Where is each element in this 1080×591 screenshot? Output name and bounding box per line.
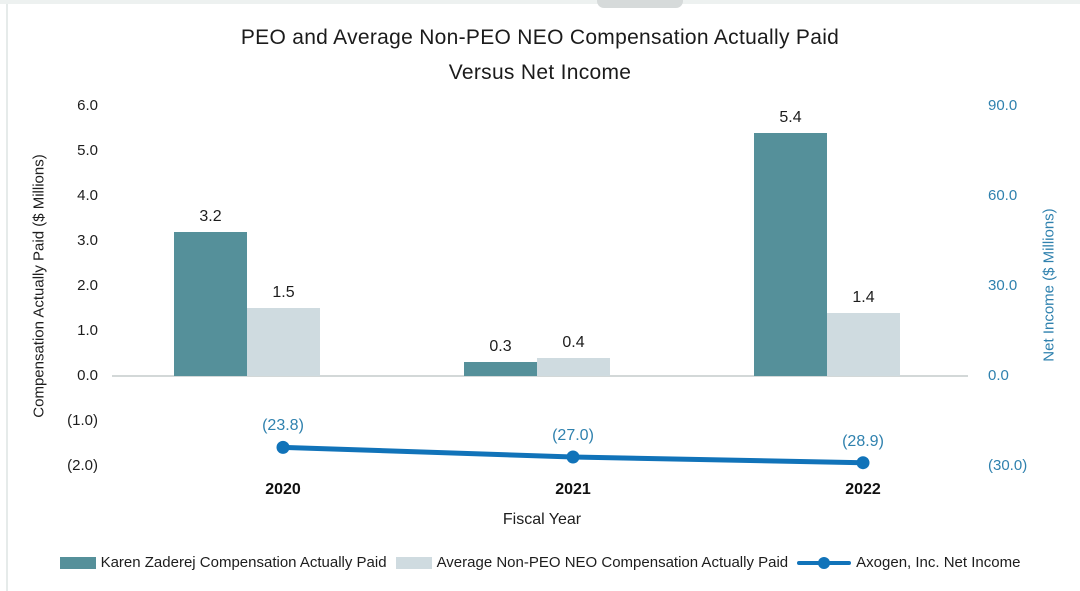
right-axis-tick-label: 30.0 xyxy=(988,277,1018,294)
left-axis-tick-label: 3.0 xyxy=(77,232,98,249)
legend-item: Axogen, Inc. Net Income xyxy=(797,554,1020,571)
left-axis-tick-label: (2.0) xyxy=(67,457,98,474)
bar-value-label: 5.4 xyxy=(779,109,802,126)
legend-swatch xyxy=(395,556,432,569)
legend-label: Karen Zaderej Compensation Actually Paid xyxy=(100,554,387,571)
legend-label: Average Non-PEO NEO Compensation Actuall… xyxy=(436,554,789,571)
left-axis-tick-label: (1.0) xyxy=(67,412,98,429)
bar-neo xyxy=(827,313,900,376)
x-tick-label: 2021 xyxy=(555,481,591,498)
legend-item: Average Non-PEO NEO Compensation Actuall… xyxy=(395,554,789,571)
left-axis-tick-label: 1.0 xyxy=(77,322,98,339)
left-axis-tick-label: 5.0 xyxy=(77,142,98,159)
card-left-border xyxy=(6,4,8,591)
zero-baseline xyxy=(112,375,968,377)
bar-value-label: 1.4 xyxy=(852,289,875,306)
chart-title: PEO and Average Non-PEO NEO Compensation… xyxy=(0,20,1080,90)
legend-swatch xyxy=(59,556,96,569)
card-top-border xyxy=(0,0,1080,4)
left-axis-tick-label: 0.0 xyxy=(77,367,98,384)
line-value-label: (27.0) xyxy=(552,427,594,444)
left-axis-tick-label: 2.0 xyxy=(77,277,98,294)
x-tick-label: 2020 xyxy=(265,481,301,498)
legend-item: Karen Zaderej Compensation Actually Paid xyxy=(59,554,387,571)
top-notch-decoration xyxy=(597,0,683,8)
legend-marker-dot xyxy=(818,557,831,569)
bar-peo xyxy=(174,232,247,376)
left-axis-tick-label: 6.0 xyxy=(77,97,98,114)
line-point xyxy=(566,450,580,464)
bar-neo xyxy=(247,308,320,376)
legend: Karen Zaderej Compensation Actually Paid… xyxy=(0,554,1080,571)
x-axis-title: Fiscal Year xyxy=(502,511,582,528)
bar-value-label: 0.3 xyxy=(489,338,512,355)
line-point xyxy=(856,456,870,470)
bar-value-label: 3.2 xyxy=(199,208,222,225)
right-axis-tick-label: 0.0 xyxy=(988,367,1009,384)
line-value-label: (28.9) xyxy=(842,432,884,450)
right-axis-tick-label: 90.0 xyxy=(988,97,1018,114)
bar-peo xyxy=(464,362,537,376)
legend-label: Axogen, Inc. Net Income xyxy=(856,554,1021,571)
left-axis-tick-label: 4.0 xyxy=(77,187,98,204)
net-income-line xyxy=(282,444,864,466)
right-axis-tick-label: (30.0) xyxy=(988,457,1028,474)
bar-peo xyxy=(754,133,827,376)
right-axis-tick-label: 60.0 xyxy=(988,187,1018,204)
x-tick-label: 2022 xyxy=(845,481,881,498)
line-point xyxy=(276,440,290,454)
bar-value-label: 0.4 xyxy=(562,334,585,351)
chart-title-line-2: Versus Net Income xyxy=(448,61,632,84)
bar-value-label: 1.5 xyxy=(272,284,295,301)
line-value-label: (23.8) xyxy=(262,417,304,435)
chart-title-line-1: PEO and Average Non-PEO NEO Compensation… xyxy=(240,26,840,49)
legend-line-marker xyxy=(797,556,852,569)
bar-neo xyxy=(537,358,610,376)
